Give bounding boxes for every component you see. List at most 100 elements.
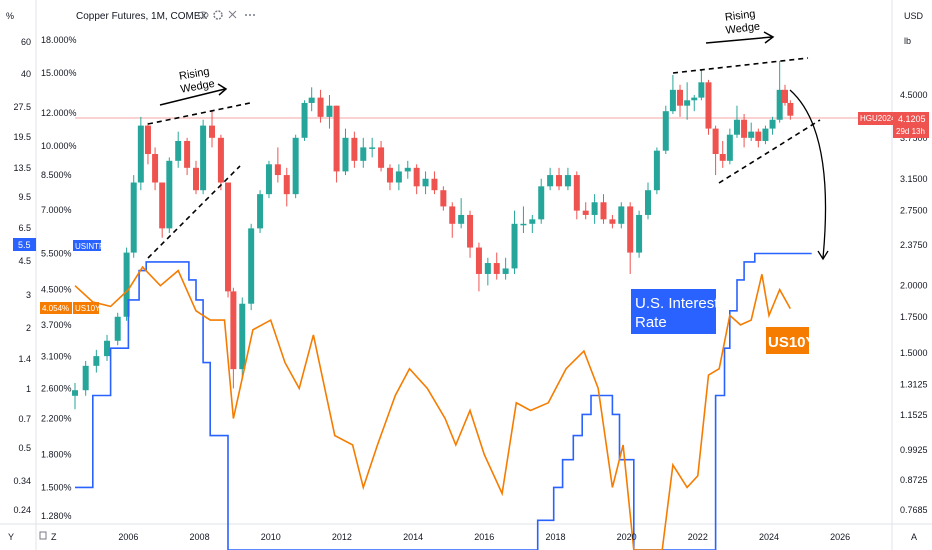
- left-axis-unit: %: [6, 11, 14, 21]
- interest-rate-label-2: Rate: [635, 314, 667, 331]
- candle-body: [200, 125, 207, 191]
- chart-title: Copper Futures, 1M, COMEX: [76, 11, 207, 22]
- candle-body: [644, 190, 651, 215]
- left-axis-tick: 0.7: [18, 414, 31, 424]
- candle-body: [691, 97, 698, 101]
- gear-icon[interactable]: [213, 10, 223, 20]
- candle-body: [782, 89, 789, 103]
- left-axis-tick: 27.5: [13, 102, 31, 112]
- close-icon[interactable]: [228, 10, 237, 19]
- left-axis-tick: 0.34: [13, 476, 31, 486]
- left-axis-tick: 19.5: [13, 132, 31, 142]
- eye-icon[interactable]: [197, 11, 209, 19]
- time-axis-label: 2020: [617, 532, 637, 542]
- candle-body: [152, 154, 159, 183]
- right-axis-corner-label[interactable]: A: [911, 532, 917, 542]
- inner-axis-tick: 2.600%: [41, 383, 72, 393]
- right-axis-unit: USD: [904, 11, 924, 21]
- candle-body: [627, 206, 634, 253]
- candle-body: [662, 111, 669, 151]
- candle-body: [520, 223, 527, 226]
- dots-icon[interactable]: [245, 14, 255, 16]
- time-axis-label: 2026: [830, 532, 850, 542]
- indicator-lines: [74, 252, 812, 550]
- series-line-us10y: [74, 265, 791, 550]
- inner-axis-tick: 12.000%: [41, 108, 77, 118]
- candle-body: [93, 356, 100, 366]
- right-wedge-label: Rising Wedge: [724, 8, 761, 37]
- time-axis: 2006 2008 2010 2012 2014 2016 2018 2020 2022 2024…: [118, 532, 850, 542]
- candle-body: [741, 119, 748, 138]
- candle-body: [283, 175, 290, 195]
- copper-candles: [72, 61, 794, 410]
- time-axis-label: 2018: [545, 532, 565, 542]
- candle-body: [123, 252, 130, 317]
- candle-body: [209, 125, 216, 138]
- candle-body: [395, 171, 402, 183]
- candle-body: [556, 175, 563, 187]
- candle-body: [511, 223, 518, 269]
- candle-body: [137, 125, 144, 183]
- candle-body: [301, 102, 308, 138]
- inner-axis-tick: 8.500%: [41, 170, 72, 180]
- right-wedge-arrowhead: [763, 31, 775, 44]
- candle-body: [104, 340, 111, 357]
- series-line-usintr: [75, 252, 812, 550]
- time-axis-label: 2016: [474, 532, 494, 542]
- inner-axis-tick: 3.700%: [41, 320, 72, 330]
- time-axis-label: 2006: [118, 532, 138, 542]
- right-axis-unit-2: lb: [904, 36, 911, 46]
- left-axis-corner-label-z[interactable]: Z: [51, 532, 57, 542]
- candle-body: [342, 137, 349, 172]
- candle-body: [467, 214, 474, 248]
- candle-body: [609, 219, 616, 224]
- candle-body: [600, 202, 607, 220]
- candle-body: [422, 178, 429, 187]
- left-axis-tick: 4.5: [18, 256, 31, 266]
- candle-body: [217, 137, 224, 183]
- candle-body: [591, 202, 598, 215]
- right-axis-tick: 1.7500: [900, 312, 928, 322]
- candle-body: [404, 167, 411, 172]
- left-axis-corner-label-y[interactable]: Y: [8, 532, 14, 542]
- right-axis-tick: 2.3750: [900, 240, 928, 250]
- candle-body: [677, 89, 684, 106]
- right-wedge-arrow: [705, 36, 773, 44]
- usintr-tag: USINTR: [73, 240, 105, 251]
- us10y-value: 4.054%: [42, 304, 69, 313]
- inner-axis-tick: 15.000%: [41, 68, 77, 78]
- time-axis-label: 2008: [190, 532, 210, 542]
- left-wedge-label-2: Wedge: [180, 78, 216, 96]
- candle-body: [351, 137, 358, 161]
- us10y-label: US10Y: [766, 327, 816, 354]
- time-axis-label: 2024: [759, 532, 779, 542]
- candle-body: [175, 140, 182, 161]
- trendlines[interactable]: [147, 57, 821, 259]
- right-wedge-upper-line: [672, 57, 809, 74]
- projection-curve-arrow[interactable]: [789, 89, 827, 259]
- candle-body: [431, 178, 438, 191]
- candle-body: [326, 105, 333, 117]
- candle-body: [776, 89, 783, 120]
- left-axis-tick: 3: [26, 290, 31, 300]
- left-axis-tick: 0.5: [18, 443, 31, 453]
- right-wedge-label-2: Wedge: [725, 21, 761, 37]
- candle-body: [184, 140, 191, 168]
- candle-body: [440, 190, 447, 207]
- inner-axis-tick: 7.000%: [41, 205, 72, 215]
- candle-body: [114, 316, 121, 341]
- left-wedge-label: Rising Wedge: [178, 66, 216, 96]
- right-axis-tick: 1.5000: [900, 348, 928, 358]
- left-axis: 60 40 27.5 19.5 13.5 9.5 6.5 4.5 3 2 1.4 1 0.7 0.5 0.3…: [13, 37, 31, 515]
- us10y-tag-text: US10Y: [75, 304, 101, 313]
- inner-axis-tick: 10.000%: [41, 141, 77, 151]
- calendar-icon[interactable]: [39, 531, 47, 540]
- projection-arrowhead: [817, 250, 829, 261]
- inner-axis-tick: 4.500%: [41, 285, 72, 295]
- left-axis-tick: 6.5: [18, 223, 31, 233]
- candle-body: [502, 268, 509, 274]
- left-axis-highlight-label: 5.5: [18, 240, 31, 250]
- candle-body: [529, 219, 536, 224]
- candle-body: [538, 186, 545, 220]
